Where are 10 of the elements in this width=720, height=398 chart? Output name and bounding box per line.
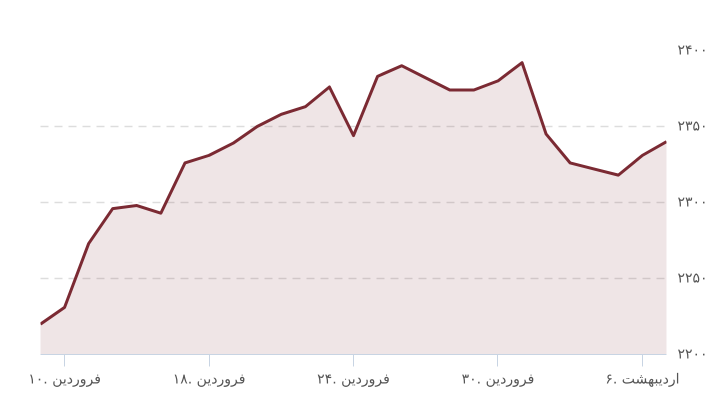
y-tick-label: ۲۳۵۰ — [678, 118, 708, 134]
x-tick-label: ۶. اردیبهشت — [605, 372, 680, 388]
x-tick-label: ۲۴. فروردین — [317, 372, 390, 388]
y-tick-label: ۲۲۰۰ — [678, 346, 708, 362]
x-tick-label: ۱۰. فروردین — [28, 372, 101, 388]
x-tick-label: ۱۸. فروردین — [172, 372, 246, 388]
y-tick-label: ۲۳۰۰ — [678, 194, 708, 210]
y-tick-label: ۲۴۰۰ — [678, 42, 708, 58]
x-tick-label: ۳۰. فروردین — [462, 372, 534, 388]
y-tick-label: ۲۲۵۰ — [678, 270, 708, 286]
